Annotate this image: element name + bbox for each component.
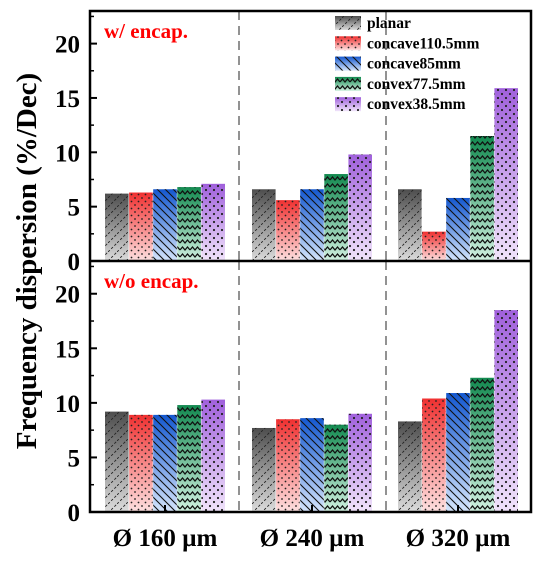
bars-layer xyxy=(105,88,518,512)
legend-item: convex38.5mm xyxy=(335,96,466,113)
bar xyxy=(201,399,225,512)
separators-layer xyxy=(238,11,387,512)
bar xyxy=(153,189,177,261)
bar xyxy=(422,231,446,261)
bar xyxy=(252,189,276,261)
bar xyxy=(446,393,470,512)
bar xyxy=(494,88,518,261)
panel-label: w/o encap. xyxy=(104,269,199,293)
bar xyxy=(470,377,494,512)
y-tick-label: 20 xyxy=(55,32,80,59)
category-label: Ø 160 µm xyxy=(113,525,218,552)
bar xyxy=(153,414,177,512)
bar xyxy=(398,421,422,512)
legend-label: concave110.5mm xyxy=(367,35,479,52)
bar xyxy=(201,183,225,261)
y-tick-label: 5 xyxy=(68,195,81,222)
bar xyxy=(129,414,153,512)
bar xyxy=(105,193,129,261)
y-tick-label: 15 xyxy=(55,86,80,113)
panel-labels-layer: w/ encap. w/o encap. xyxy=(104,19,199,293)
y-tick-label: 10 xyxy=(55,391,80,418)
y-tick-label: 0 xyxy=(68,500,81,527)
panel-label: w/ encap. xyxy=(104,19,188,43)
bar xyxy=(446,197,470,261)
bar xyxy=(300,418,324,512)
bar xyxy=(398,189,422,261)
bar xyxy=(324,424,348,512)
bar xyxy=(422,398,446,512)
bar xyxy=(348,154,372,261)
y-tick-label: 5 xyxy=(68,445,81,472)
legend-label: planar xyxy=(367,15,411,32)
bar xyxy=(177,187,201,261)
bar xyxy=(494,310,518,512)
bar xyxy=(177,405,201,512)
category-label: Ø 240 µm xyxy=(260,525,365,552)
legend-label: concave85mm xyxy=(367,56,461,73)
legend-item: concave85mm xyxy=(335,56,461,73)
legend: planar concave110.5mm concave85mm convex77.… xyxy=(335,15,479,113)
category-labels-layer: Ø 160 µm Ø 240 µm Ø 320 µm xyxy=(113,505,511,552)
y-tick-label: 10 xyxy=(55,140,80,167)
bar xyxy=(129,192,153,261)
legend-label: convex77.5mm xyxy=(367,76,466,93)
bar xyxy=(324,174,348,261)
y-tick-label: 15 xyxy=(55,336,80,363)
bar xyxy=(276,419,300,512)
legend-label: convex38.5mm xyxy=(367,96,466,113)
bar xyxy=(252,427,276,512)
category-label: Ø 320 µm xyxy=(406,525,511,552)
bar xyxy=(105,411,129,512)
y-tick-label: 20 xyxy=(55,282,80,309)
bar xyxy=(276,200,300,261)
y-axis-label: Frequency dispersion (%/Dec) xyxy=(11,73,43,449)
bar xyxy=(300,189,324,261)
y-tick-label: 0 xyxy=(68,249,81,276)
bar xyxy=(348,413,372,512)
legend-item: convex77.5mm xyxy=(335,76,466,93)
legend-item: concave110.5mm xyxy=(335,35,479,52)
bar xyxy=(470,136,494,261)
legend-item: planar xyxy=(335,15,411,32)
